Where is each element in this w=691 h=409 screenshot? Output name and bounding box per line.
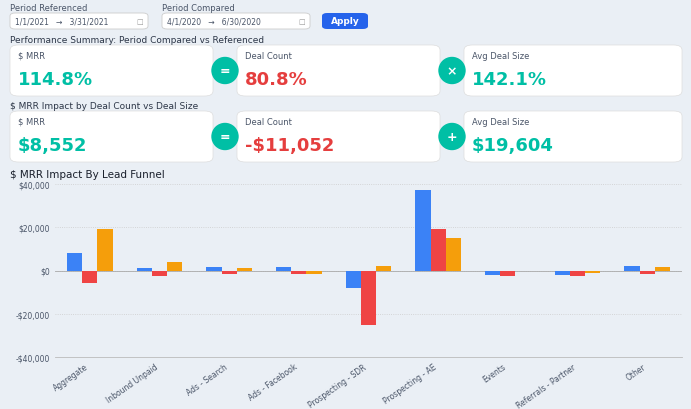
Bar [276,267,291,271]
Text: Deal Count: Deal Count [245,52,292,61]
Text: Deal Count: Deal Count [245,118,292,127]
Text: Period Compared: Period Compared [162,4,235,13]
Text: $ MRR: $ MRR [18,52,45,61]
FancyBboxPatch shape [237,112,440,163]
Text: Avg Deal Size: Avg Deal Size [472,52,529,61]
Text: -$11,052: -$11,052 [245,137,334,155]
Bar [346,271,361,288]
Bar [376,267,392,271]
Bar [500,271,515,276]
FancyBboxPatch shape [237,46,440,97]
Text: Period Referenced: Period Referenced [10,4,87,13]
Text: $ MRR Impact By Lead Funnel: $ MRR Impact By Lead Funnel [10,170,164,180]
Bar [485,271,500,275]
Text: Performance Summary: Period Compared vs Referenced: Performance Summary: Period Compared vs … [10,36,264,45]
FancyBboxPatch shape [162,14,310,30]
FancyBboxPatch shape [464,112,682,163]
Bar [415,191,430,271]
Text: 114.8%: 114.8% [18,71,93,89]
Bar [82,271,97,284]
Text: $ MRR: $ MRR [18,118,45,127]
Text: =: = [220,131,230,144]
Bar [624,267,639,271]
Text: □: □ [298,19,305,25]
FancyBboxPatch shape [464,46,682,97]
Text: 1/1/2021   →   3/31/2021: 1/1/2021 → 3/31/2021 [15,18,108,27]
Bar [237,269,252,271]
Bar [446,238,461,271]
Bar [554,271,570,275]
Bar [67,254,82,271]
Text: 142.1%: 142.1% [472,71,547,89]
FancyBboxPatch shape [10,112,213,163]
Text: +: + [446,131,457,144]
Bar [152,271,167,276]
Text: 4/1/2020   →   6/30/2020: 4/1/2020 → 6/30/2020 [167,18,261,27]
Ellipse shape [439,58,465,84]
Text: Avg Deal Size: Avg Deal Size [472,118,529,127]
Text: $19,604: $19,604 [472,137,554,155]
FancyBboxPatch shape [10,46,213,97]
Text: □: □ [136,19,142,25]
Bar [291,271,307,274]
Bar [570,271,585,276]
Bar [307,271,322,274]
Bar [97,230,113,271]
Ellipse shape [439,124,465,150]
Ellipse shape [212,124,238,150]
FancyBboxPatch shape [322,14,368,30]
Text: $8,552: $8,552 [18,137,88,155]
Bar [430,230,446,271]
FancyBboxPatch shape [10,14,148,30]
Bar [655,267,670,271]
Bar [167,262,182,271]
Ellipse shape [212,58,238,84]
Text: $ MRR Impact by Deal Count vs Deal Size: $ MRR Impact by Deal Count vs Deal Size [10,102,198,111]
Bar [361,271,376,325]
Text: 80.8%: 80.8% [245,71,307,89]
Bar [585,271,600,273]
Bar [639,271,655,274]
Bar [137,269,152,271]
Bar [206,267,222,271]
Text: =: = [220,65,230,78]
Text: ×: × [447,65,457,78]
Bar [222,271,237,274]
Text: Apply: Apply [330,18,359,27]
